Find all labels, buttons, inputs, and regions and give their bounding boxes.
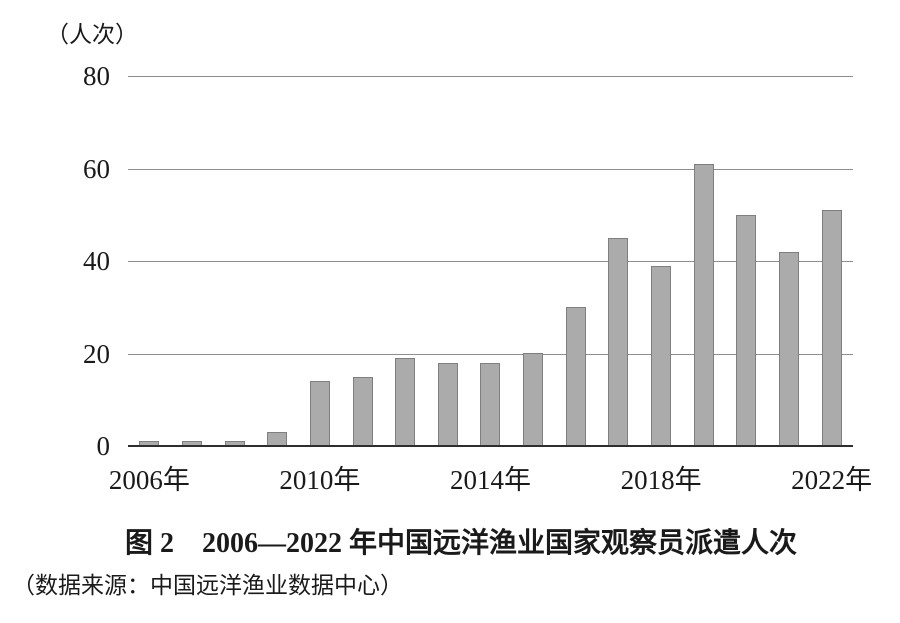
gridline-60 (128, 168, 853, 170)
gridline-40 (128, 261, 853, 262)
bar-2019 (693, 164, 714, 446)
bar-2020 (736, 215, 757, 446)
bar-2016 (565, 307, 586, 446)
bar-slot-2015 (512, 353, 555, 446)
bar-slot-2018 (640, 266, 683, 446)
bar-slot-2007 (171, 441, 214, 446)
bar-slot-2021 (768, 252, 811, 446)
bar-slot-2016 (554, 307, 597, 446)
data-source-note: （数据来源：中国远洋渔业数据中心） (12, 573, 403, 598)
bar-slot-2013 (426, 363, 469, 446)
y-axis-unit-label: （人次） (46, 22, 138, 47)
bar-series (128, 76, 853, 446)
bar-2008 (224, 441, 245, 446)
bar-slot-2022 (810, 210, 853, 446)
bar-slot-2019 (682, 164, 725, 446)
bar-2012 (395, 358, 416, 446)
bar-2015 (523, 353, 544, 446)
bar-2009 (267, 432, 288, 446)
bar-2018 (651, 266, 671, 446)
bar-slot-2010 (299, 381, 342, 446)
bar-slot-2020 (725, 215, 768, 446)
gridline-80 (128, 76, 853, 77)
y-tick-label-60: 60 (83, 153, 110, 184)
y-tick-label-20: 20 (83, 338, 110, 369)
bar-slot-2006 (128, 441, 171, 446)
bar-2006 (139, 441, 160, 446)
x-axis-line (128, 445, 853, 447)
x-tick-label-2014: 2014年 (450, 465, 531, 495)
chart-title: 图 2 2006—2022 年中国远洋渔业国家观察员派遣人次 (124, 528, 797, 559)
bar-slot-2017 (597, 238, 640, 446)
bar-2013 (437, 363, 458, 446)
bar-2021 (778, 252, 799, 446)
bar-2014 (480, 363, 501, 446)
plot-area (128, 76, 853, 447)
y-tick-label-40: 40 (83, 246, 110, 276)
bar-slot-2009 (256, 432, 299, 446)
bar-2007 (181, 441, 202, 446)
gridline-20 (128, 353, 853, 355)
y-tick-label-80: 80 (83, 61, 110, 91)
bar-2022 (821, 210, 842, 446)
bar-2011 (352, 377, 373, 446)
x-tick-label-2006: 2006年 (108, 465, 190, 495)
y-tick-label-0: 0 (96, 431, 111, 461)
bar-slot-2012 (384, 358, 427, 446)
bar-slot-2011 (341, 377, 384, 446)
x-tick-label-2022: 2022年 (791, 465, 873, 495)
bar-slot-2014 (469, 363, 512, 446)
bar-2017 (608, 238, 629, 446)
bar-2010 (309, 381, 330, 446)
x-tick-label-2018: 2018年 (620, 465, 702, 495)
x-tick-label-2010: 2010年 (279, 465, 361, 495)
bar-slot-2008 (213, 441, 256, 446)
